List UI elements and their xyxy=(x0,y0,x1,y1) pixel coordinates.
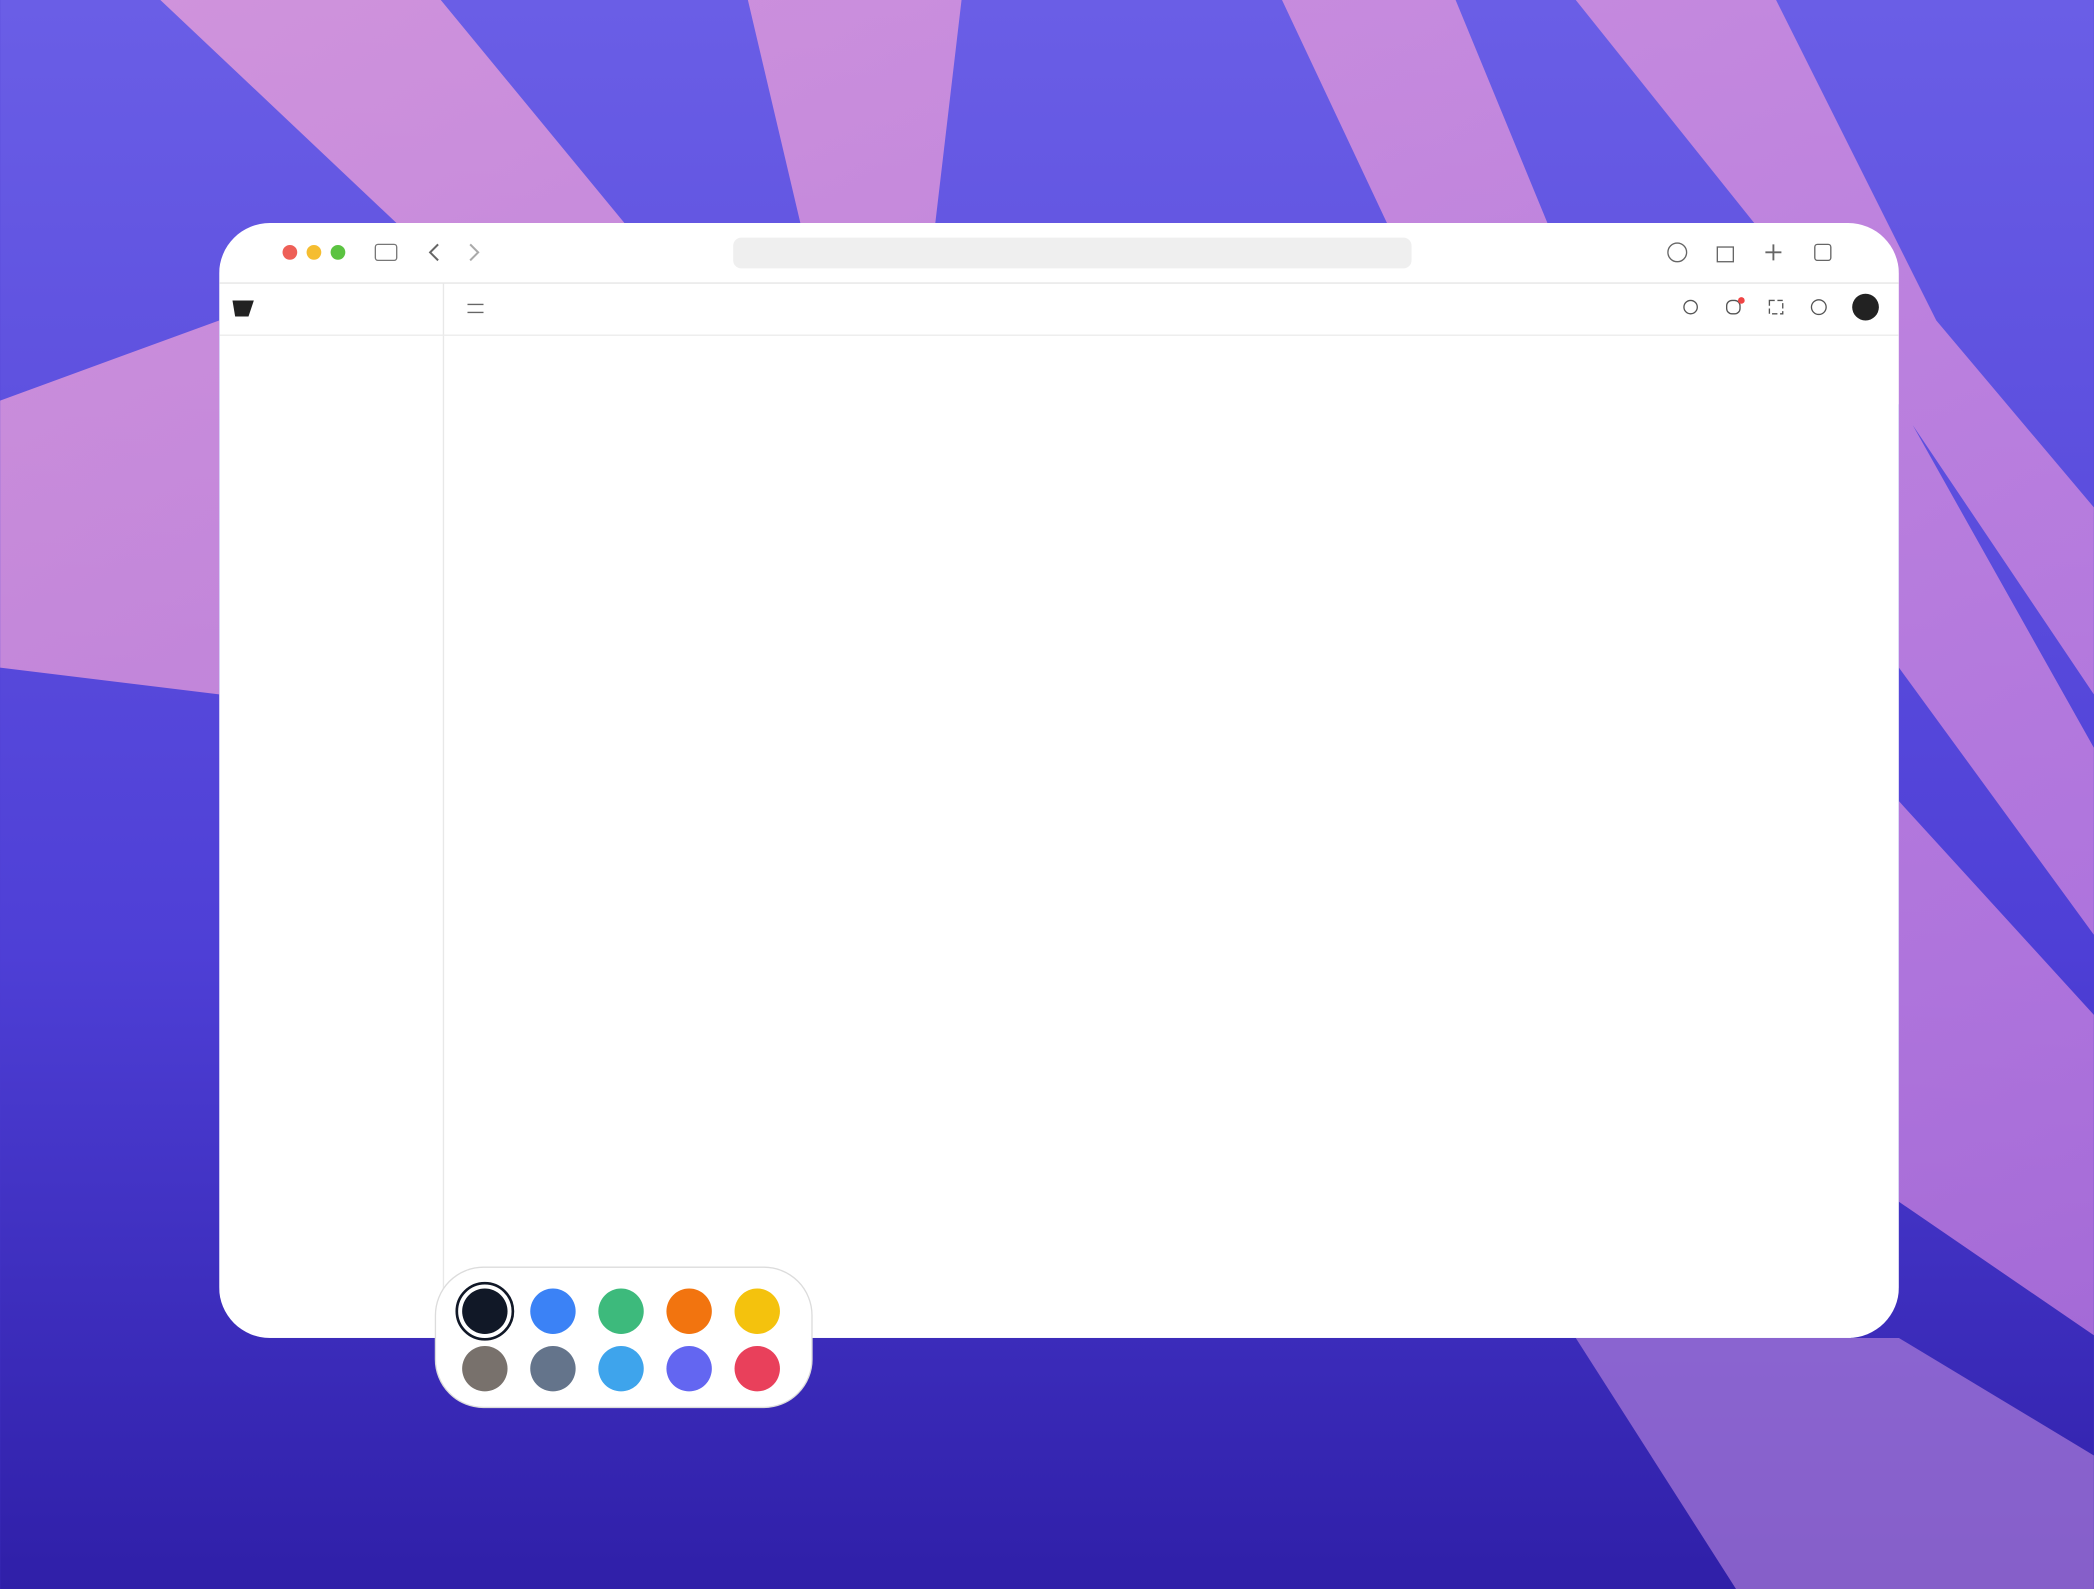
maximize-button[interactable] xyxy=(330,245,346,260)
notification-dot xyxy=(1738,297,1745,304)
share-button[interactable] xyxy=(1716,246,1735,263)
tabs-button[interactable] xyxy=(1814,243,1832,262)
color-swatch[interactable] xyxy=(462,1288,508,1334)
color-swatch[interactable] xyxy=(530,1288,576,1334)
browser-window xyxy=(219,222,1899,1338)
download-button[interactable] xyxy=(1667,242,1688,263)
swatch-ring xyxy=(455,1281,515,1341)
back-button[interactable] xyxy=(428,243,439,262)
close-button[interactable] xyxy=(282,245,298,260)
wallpaper-streaks xyxy=(1575,1337,2094,1589)
collapse-button[interactable] xyxy=(467,303,484,314)
color-swatch[interactable] xyxy=(598,1345,644,1392)
notifications-button[interactable] xyxy=(1725,299,1741,315)
color-swatch[interactable] xyxy=(598,1288,644,1334)
color-swatch[interactable] xyxy=(666,1288,712,1334)
minimize-button[interactable] xyxy=(306,245,322,260)
color-palette xyxy=(434,1266,813,1409)
address-bar[interactable] xyxy=(733,237,1412,269)
brand-logo xyxy=(232,300,254,317)
new-tab-button[interactable] xyxy=(1765,244,1782,261)
window-bg xyxy=(219,222,1899,1338)
palette-panel xyxy=(434,1266,813,1409)
color-swatch[interactable] xyxy=(734,1288,780,1334)
color-swatch[interactable] xyxy=(462,1345,508,1392)
search-button[interactable] xyxy=(1683,299,1698,315)
apps-button[interactable] xyxy=(1768,299,1784,315)
color-swatch[interactable] xyxy=(666,1345,712,1392)
color-swatch[interactable] xyxy=(734,1345,780,1392)
sidebar-toggle[interactable] xyxy=(374,243,398,262)
theme-button[interactable] xyxy=(1810,299,1827,316)
color-swatch[interactable] xyxy=(530,1345,576,1392)
forward-button[interactable] xyxy=(469,243,480,262)
avatar[interactable] xyxy=(1852,293,1879,321)
